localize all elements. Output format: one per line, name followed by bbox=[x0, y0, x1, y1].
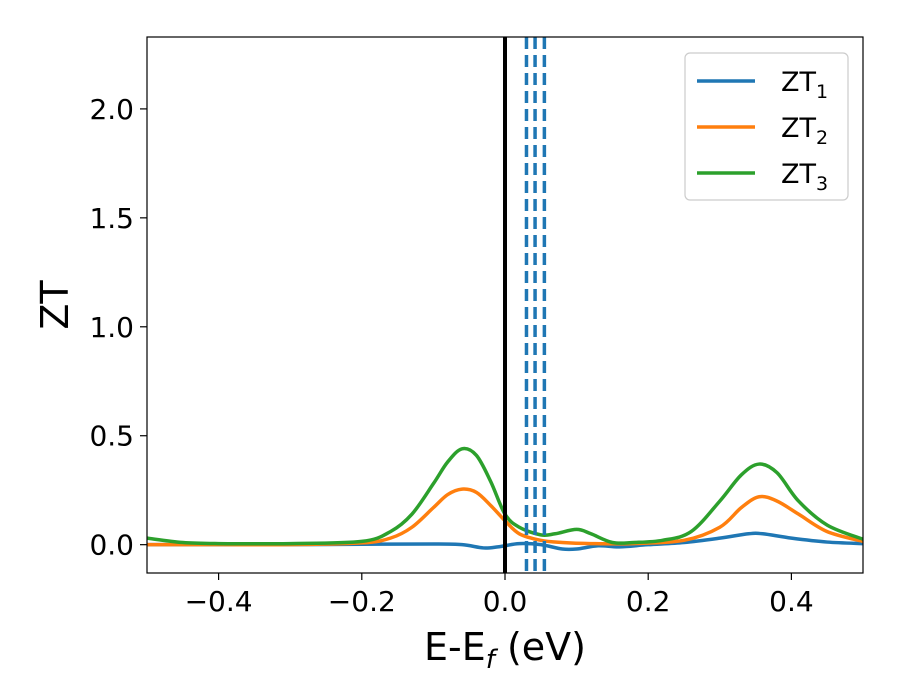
legend-label-zt1: ZT1 bbox=[781, 67, 828, 103]
y-tick-label: 0.5 bbox=[89, 420, 134, 453]
series-line-zt1 bbox=[147, 531, 863, 552]
x-tick-label: 0.0 bbox=[483, 585, 528, 618]
x-tick-label: −0.4 bbox=[185, 585, 253, 618]
legend-box bbox=[684, 52, 849, 201]
plot-area bbox=[147, 37, 863, 573]
legend-label-zt3: ZT3 bbox=[781, 159, 828, 195]
x-tick-label: −0.2 bbox=[328, 585, 396, 618]
series-line-zt3 bbox=[147, 446, 863, 546]
legend-label-zt2: ZT2 bbox=[781, 113, 828, 149]
y-tick-label: 1.5 bbox=[89, 202, 134, 235]
axes: −0.4 −0.2 0.0 0.2 0.4 0.0 0.5 1.0 1.5 2.0 bbox=[89, 36, 864, 618]
y-tick-label: 1.0 bbox=[89, 311, 134, 344]
y-axis-label: ZT bbox=[33, 280, 77, 330]
y-tick-label: 0.0 bbox=[89, 529, 134, 562]
y-tick-label: 2.0 bbox=[89, 93, 134, 126]
x-tick-label: 0.2 bbox=[626, 585, 671, 618]
series-line-zt2 bbox=[147, 487, 863, 547]
legend: ZT1 ZT2 ZT3 bbox=[684, 52, 849, 201]
x-axis-label: E-Ef (eV) bbox=[424, 625, 586, 675]
x-tick-label: 0.4 bbox=[769, 585, 814, 618]
